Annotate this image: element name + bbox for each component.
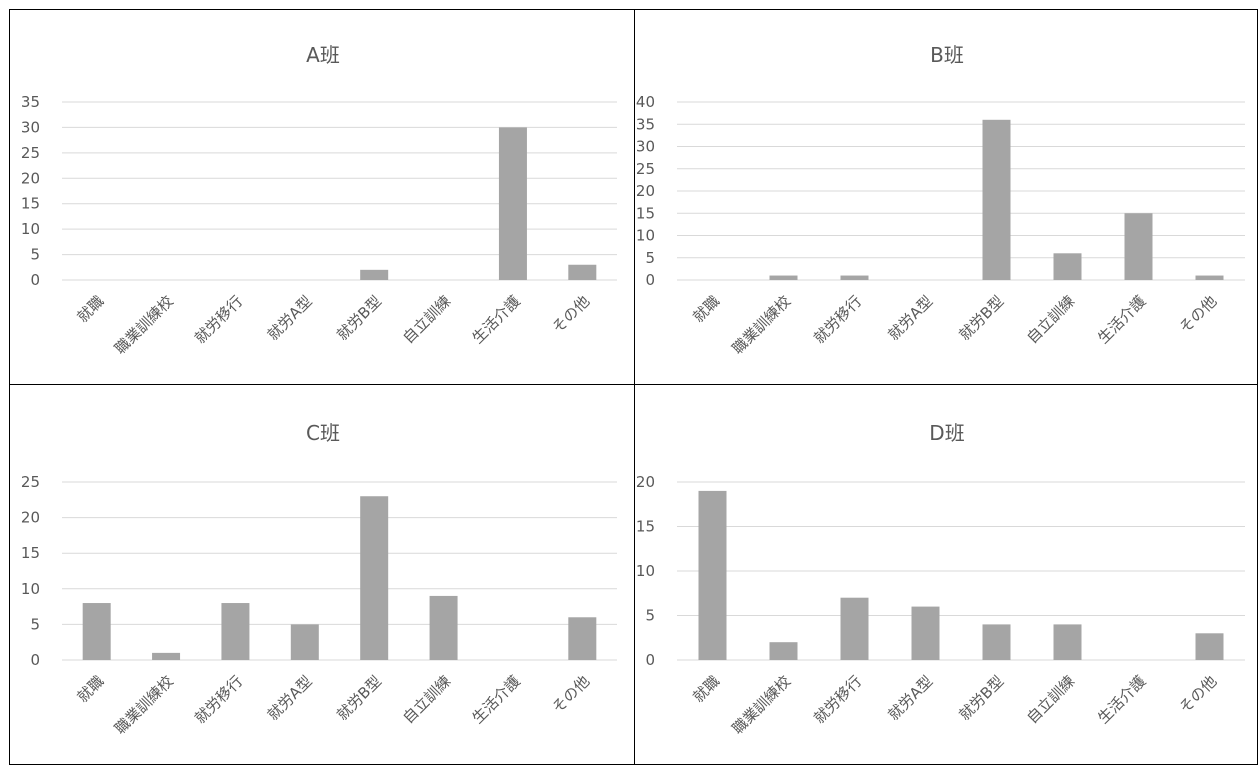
bar xyxy=(498,127,527,280)
y-tick-label: 30 xyxy=(21,118,40,136)
bar xyxy=(698,490,727,660)
bar xyxy=(982,624,1011,660)
y-tick-label: 5 xyxy=(645,607,655,625)
bar xyxy=(568,264,597,280)
category-label: 自立訓練 xyxy=(1023,672,1078,727)
category-label: 職業訓練校 xyxy=(111,292,177,358)
bar xyxy=(568,617,597,660)
y-tick-label: 10 xyxy=(636,562,655,580)
category-label: 就労A型 xyxy=(885,672,937,724)
bar xyxy=(1195,275,1224,280)
y-tick-label: 40 xyxy=(636,93,655,111)
bar xyxy=(290,624,319,660)
bar xyxy=(769,642,798,660)
category-label: 就労移行 xyxy=(810,672,865,727)
y-tick-label: 15 xyxy=(636,204,655,222)
category-label: その他 xyxy=(1176,292,1221,337)
y-tick-label: 5 xyxy=(30,615,40,633)
category-label: その他 xyxy=(549,672,594,717)
bar xyxy=(1053,253,1082,280)
y-tick-label: 10 xyxy=(21,580,40,598)
category-label: 就労A型 xyxy=(264,292,316,344)
y-tick-label: 0 xyxy=(30,651,40,669)
y-tick-label: 30 xyxy=(636,138,655,156)
y-tick-label: 0 xyxy=(645,651,655,669)
category-label: 自立訓練 xyxy=(399,672,454,727)
y-tick-label: 10 xyxy=(21,220,40,238)
chart-panel-c: C班 0 5 10 15 20 25 就職 職業訓練校 就労移行 就労A型 就労B型 自立訓練 生活介護そ… xyxy=(9,384,635,765)
chart-panel-a: A班 0 5 10 15 20 25 30 35 就職 職業訓練校 就労移行 就労A型 就労B型 自立訓練生… xyxy=(9,9,635,385)
category-label: 就労B型 xyxy=(333,672,385,724)
category-label: 職業訓練校 xyxy=(729,292,795,358)
category-label: その他 xyxy=(549,292,594,337)
chart-title: C班 xyxy=(306,421,340,445)
category-label: 生活介護 xyxy=(1094,672,1149,727)
y-tick-label: 25 xyxy=(21,144,40,162)
y-tick-label: 35 xyxy=(636,115,655,133)
y-tick-label: 15 xyxy=(21,544,40,562)
bar-chart-d: D班 0 5 10 15 20 就職 職業訓練校 就労移行 就労A型 就労B型 自立訓練 生活介護 その他 xyxy=(636,421,1245,738)
category-label: 生活介護 xyxy=(469,672,524,727)
bar xyxy=(911,606,940,660)
category-label: 就職 xyxy=(689,672,723,706)
chart-panel-d: D班 0 5 10 15 20 就職 職業訓練校 就労移行 就労A型 就労B型 自立訓練 生活介護 その他 xyxy=(634,384,1258,765)
y-tick-label: 0 xyxy=(645,271,655,289)
chart-panel-b: B班 0 5 10 15 20 25 30 35 40 就職 職業訓練校 就労移行 就労A型 就労B型 自立訓… xyxy=(634,9,1258,385)
category-label: 就労A型 xyxy=(885,292,937,344)
y-tick-label: 5 xyxy=(30,246,40,264)
chart-title: B班 xyxy=(930,43,964,67)
category-label: 自立訓練 xyxy=(399,292,454,347)
category-label: 就労B型 xyxy=(955,292,1007,344)
category-label: 就労B型 xyxy=(333,292,385,344)
category-label: 就職 xyxy=(689,292,723,326)
bar-chart-a: A班 0 5 10 15 20 25 30 35 就職 職業訓練校 就労移行 就労A型 就労B型 自立訓練生… xyxy=(21,43,617,358)
category-label: 就労移行 xyxy=(191,672,246,727)
bar xyxy=(840,597,869,660)
bar xyxy=(840,275,869,280)
y-tick-label: 20 xyxy=(21,509,40,527)
y-tick-label: 25 xyxy=(636,160,655,178)
y-tick-label: 10 xyxy=(636,227,655,245)
category-label: 就職 xyxy=(74,672,108,706)
bar xyxy=(429,595,458,660)
bar xyxy=(1124,213,1153,280)
category-label: 就労移行 xyxy=(810,292,865,347)
bar xyxy=(982,119,1011,280)
bar xyxy=(1195,633,1224,660)
bar xyxy=(82,603,111,660)
y-tick-label: 25 xyxy=(21,473,40,491)
bar xyxy=(221,603,250,660)
y-tick-label: 0 xyxy=(30,271,40,289)
y-tick-label: 15 xyxy=(21,195,40,213)
category-label: 就労A型 xyxy=(264,672,316,724)
category-label: その他 xyxy=(1176,672,1221,717)
bar-chart-b: B班 0 5 10 15 20 25 30 35 40 就職 職業訓練校 就労移行 就労A型 就労B型 自立訓… xyxy=(636,43,1245,358)
bar xyxy=(769,275,798,280)
category-label: 自立訓練 xyxy=(1023,292,1078,347)
y-tick-label: 35 xyxy=(21,93,40,111)
category-label: 生活介護 xyxy=(1094,292,1149,347)
category-label: 職業訓練校 xyxy=(111,672,177,738)
bar xyxy=(360,269,389,280)
y-tick-label: 20 xyxy=(636,473,655,491)
category-label: 生活介護 xyxy=(469,292,524,347)
y-tick-label: 20 xyxy=(21,169,40,187)
category-label: 職業訓練校 xyxy=(729,672,795,738)
y-tick-label: 20 xyxy=(636,182,655,200)
bar xyxy=(152,652,181,660)
chart-title: A班 xyxy=(306,43,340,67)
y-tick-label: 15 xyxy=(636,518,655,536)
bar xyxy=(360,496,389,660)
bar-chart-c: C班 0 5 10 15 20 25 就職 職業訓練校 就労移行 就労A型 就労B型 自立訓練 生活介護そ… xyxy=(21,421,617,738)
chart-title: D班 xyxy=(929,421,964,445)
category-label: 就職 xyxy=(74,292,108,326)
bar xyxy=(1053,624,1082,660)
category-label: 就労移行 xyxy=(191,292,246,347)
y-tick-label: 5 xyxy=(645,249,655,267)
category-label: 就労B型 xyxy=(955,672,1007,724)
